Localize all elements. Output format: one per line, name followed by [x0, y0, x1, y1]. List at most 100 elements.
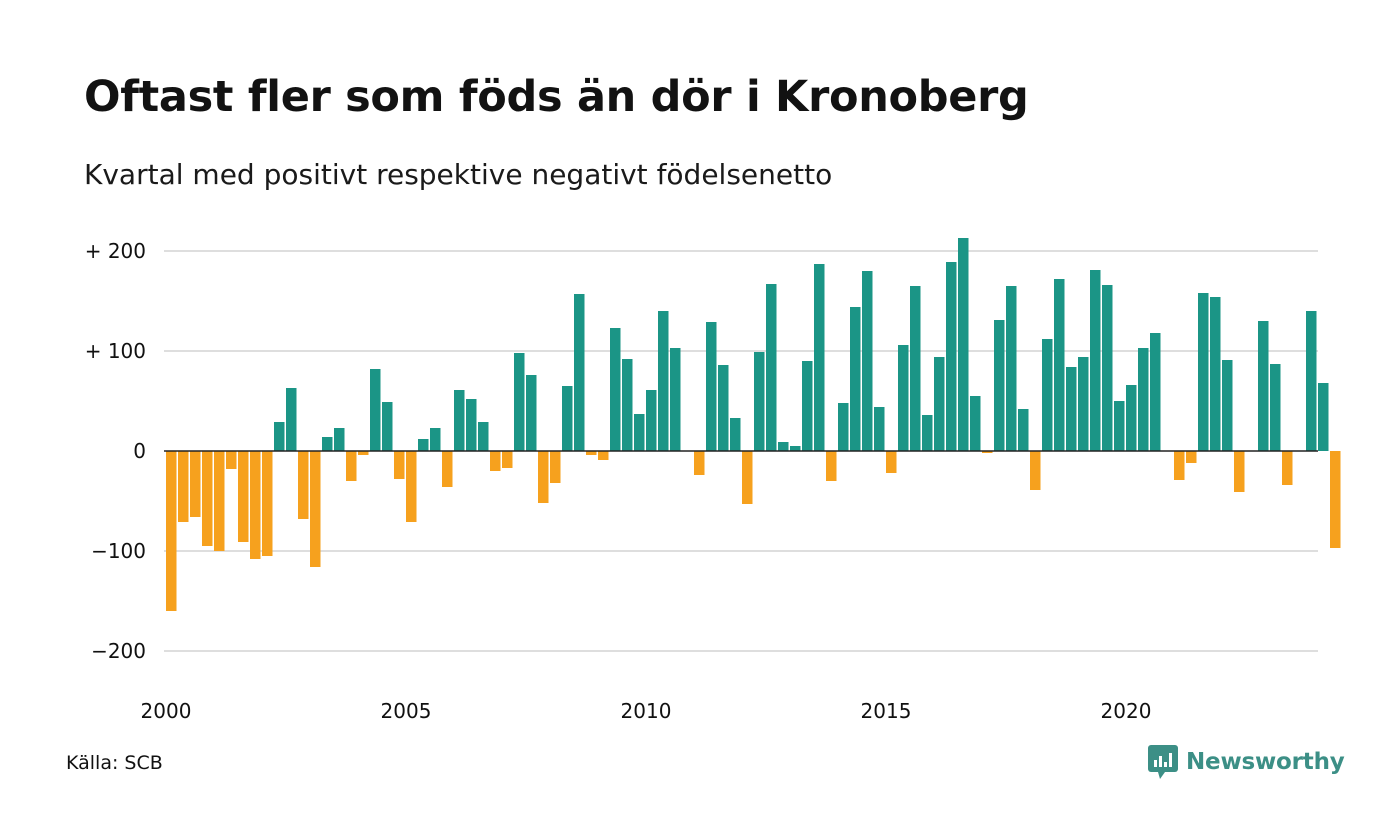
bar-2013K2: 2013K2: 90 — [802, 361, 813, 451]
bar-2015K3: 2015K3: 165 — [910, 286, 921, 451]
brand-name: Newsworthy — [1186, 749, 1345, 775]
bar-2016K2: 2016K2: 189 — [946, 262, 957, 451]
bar-2018K3: 2018K3: 172 — [1054, 279, 1065, 451]
bar-2013K3: 2013K3: 187 — [814, 264, 825, 451]
bar-2007K4: 2007K4: -52 — [538, 451, 549, 503]
bar-2005K3: 2005K3: 23 — [430, 428, 441, 451]
bar-2015K2: 2015K2: 106 — [898, 345, 909, 451]
bars: 2000K1: -1602000K2: -712000K3: -662000K4… — [166, 238, 1341, 611]
bar-2019K2: 2019K2: 181 — [1090, 270, 1101, 451]
source-note: Källa: SCB — [66, 752, 163, 774]
bar-2004K3: 2004K3: 49 — [382, 402, 393, 451]
bar-2006K2: 2006K2: 52 — [466, 399, 477, 451]
bar-2012K1: 2012K1: -53 — [742, 451, 753, 504]
bar-2017K1: 2017K1: -2 — [982, 451, 993, 453]
bar-2002K1: 2002K1: -105 — [262, 451, 273, 556]
bar-2018K1: 2018K1: -39 — [1030, 451, 1041, 490]
bar-2013K4: 2013K4: -30 — [826, 451, 837, 481]
bar-2021K1: 2021K1: -29 — [1174, 451, 1185, 480]
bar-2002K4: 2002K4: -68 — [298, 451, 309, 519]
bar-2017K3: 2017K3: 165 — [1006, 286, 1017, 451]
bar-2008K4: 2008K4: -4 — [586, 451, 597, 455]
x-axis-ticks: 2000 2005 2010 2015 2020 — [141, 699, 1152, 723]
y-tick-label: 0 — [133, 439, 146, 463]
newsworthy-brand[interactable]: Newsworthy — [1148, 744, 1345, 780]
chart-subtitle: Kvartal med positivt respektive negativt… — [84, 158, 833, 191]
y-tick-label: −200 — [91, 639, 146, 663]
bar-2022K2: 2022K2: -41 — [1234, 451, 1245, 492]
bar-2006K1: 2006K1: 61 — [454, 390, 465, 451]
bar-2008K1: 2008K1: -32 — [550, 451, 561, 483]
bar-2016K3: 2016K3: 213 — [958, 238, 969, 451]
bar-2009K2: 2009K2: 123 — [610, 328, 621, 451]
bar-2015K4: 2015K4: 36 — [922, 415, 933, 451]
bar-2023K4: 2023K4: 140 — [1306, 311, 1317, 451]
bar-2000K2: 2000K2: -71 — [178, 451, 189, 522]
bar-2004K2: 2004K2: 82 — [370, 369, 381, 451]
bar-2012K4: 2012K4: 9 — [778, 442, 789, 451]
bar-2011K2: 2011K2: 129 — [706, 322, 717, 451]
bar-2015K1: 2015K1: -22 — [886, 451, 897, 473]
bar-2002K3: 2002K3: 63 — [286, 388, 297, 451]
bar-2001K1: 2001K1: -100 — [214, 451, 225, 551]
bar-2022K1: 2022K1: 91 — [1222, 360, 1233, 451]
bar-2024K2: 2024K2: -97 — [1330, 451, 1341, 548]
bar-2017K2: 2017K2: 131 — [994, 320, 1005, 451]
x-tick-label: 2000 — [141, 699, 192, 723]
x-tick-label: 2020 — [1101, 699, 1152, 723]
bar-2009K1: 2009K1: -9 — [598, 451, 609, 460]
y-axis-ticks: + 200 + 100 0 −100 −200 — [85, 239, 146, 663]
bar-2008K3: 2008K3: 157 — [574, 294, 585, 451]
bar-2007K1: 2007K1: -17 — [502, 451, 513, 468]
x-tick-label: 2005 — [381, 699, 432, 723]
bar-2003K2: 2003K2: 14 — [322, 437, 333, 451]
bar-2007K3: 2007K3: 76 — [526, 375, 537, 451]
bar-2019K3: 2019K3: 166 — [1102, 285, 1113, 451]
bar-2000K3: 2000K3: -66 — [190, 451, 201, 517]
bar-2001K2: 2001K2: -18 — [226, 451, 237, 469]
bar-2001K3: 2001K3: -91 — [238, 451, 249, 542]
bar-2014K1: 2014K1: 48 — [838, 403, 849, 451]
bar-2009K3: 2009K3: 92 — [622, 359, 633, 451]
newsworthy-logo-icon — [1148, 745, 1178, 779]
bar-2012K2: 2012K2: 99 — [754, 352, 765, 451]
bar-2000K1: 2000K1: -160 — [166, 451, 177, 611]
bar-2000K4: 2000K4: -95 — [202, 451, 213, 546]
y-tick-label: −100 — [91, 539, 146, 563]
x-tick-label: 2015 — [861, 699, 912, 723]
bar-2018K2: 2018K2: 112 — [1042, 339, 1053, 451]
bar-2005K1: 2005K1: -71 — [406, 451, 417, 522]
bar-2020K3: 2020K3: 118 — [1150, 333, 1161, 451]
bar-2010K1: 2010K1: 61 — [646, 390, 657, 451]
bar-2021K4: 2021K4: 154 — [1210, 297, 1221, 451]
bar-2008K2: 2008K2: 65 — [562, 386, 573, 451]
bar-2002K2: 2002K2: 29 — [274, 422, 285, 451]
bar-2014K3: 2014K3: 180 — [862, 271, 873, 451]
bar-2004K1: 2004K1: -4 — [358, 451, 369, 455]
bar-2022K4: 2022K4: 130 — [1258, 321, 1269, 451]
bar-2003K1: 2003K1: -116 — [310, 451, 321, 567]
bar-2009K4: 2009K4: 37 — [634, 414, 645, 451]
bar-2005K2: 2005K2: 12 — [418, 439, 429, 451]
bar-2014K4: 2014K4: 44 — [874, 407, 885, 451]
bar-2004K4: 2004K4: -28 — [394, 451, 405, 479]
bar-2011K3: 2011K3: 86 — [718, 365, 729, 451]
bar-2016K1: 2016K1: 94 — [934, 357, 945, 451]
bar-2016K4: 2016K4: 55 — [970, 396, 981, 451]
x-tick-label: 2010 — [621, 699, 672, 723]
bar-2023K2: 2023K2: -34 — [1282, 451, 1293, 485]
bar-2019K1: 2019K1: 94 — [1078, 357, 1089, 451]
bar-2011K4: 2011K4: 33 — [730, 418, 741, 451]
bar-2011K1: 2011K1: -24 — [694, 451, 705, 475]
bar-2006K4: 2006K4: -20 — [490, 451, 501, 471]
bar-2007K2: 2007K2: 98 — [514, 353, 525, 451]
bar-2013K1: 2013K1: 5 — [790, 446, 801, 451]
bar-2005K4: 2005K4: -36 — [442, 451, 453, 487]
bar-2003K3: 2003K3: 23 — [334, 428, 345, 451]
chart-title: Oftast fler som föds än dör i Kronoberg — [84, 72, 1029, 122]
bar-2003K4: 2003K4: -30 — [346, 451, 357, 481]
bar-2019K4: 2019K4: 50 — [1114, 401, 1125, 451]
bar-2023K1: 2023K1: 87 — [1270, 364, 1281, 451]
bar-2012K3: 2012K3: 167 — [766, 284, 777, 451]
